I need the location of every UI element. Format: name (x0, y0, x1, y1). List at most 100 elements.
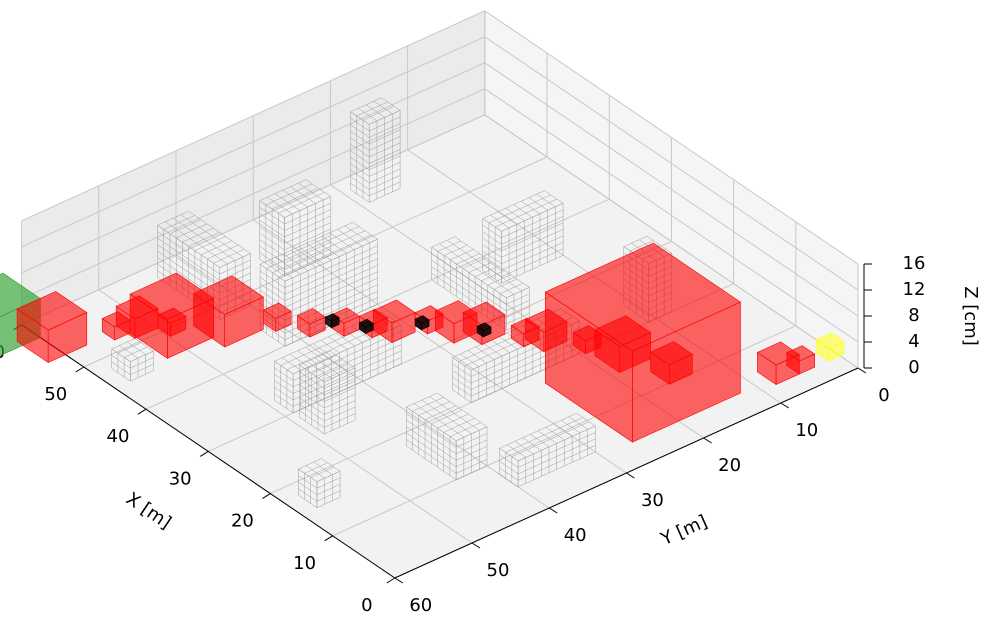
path-cube (129, 272, 215, 359)
voxel-edge (499, 461, 519, 475)
voxel-edge (284, 258, 378, 301)
visited-cube (476, 322, 492, 338)
cube-face (372, 299, 416, 324)
voxel-edge (130, 357, 154, 369)
voxel-edge (482, 270, 502, 284)
voxel-edge (299, 410, 325, 428)
voxel-edge (320, 340, 340, 354)
voxel-edge (283, 253, 309, 271)
voxel-edge (350, 118, 370, 132)
voxel-edge (475, 266, 499, 277)
voxel-edge (462, 257, 487, 269)
voxel-edge (259, 329, 286, 347)
voxel-edge (314, 357, 340, 376)
voxel-edge (316, 477, 341, 489)
voxel-edge (352, 222, 378, 240)
y-axis-label: Y [m] (657, 511, 711, 550)
voxel-edge (299, 371, 325, 389)
voxel-edge (506, 293, 530, 305)
voxel-edge (321, 458, 341, 472)
voxel-edge (439, 243, 515, 295)
voxel-edge (501, 203, 564, 232)
goal-cube (815, 332, 845, 362)
voxel-edge (316, 483, 341, 495)
voxel-edge (316, 496, 341, 508)
voxel-edge (259, 219, 285, 238)
voxel-edge (358, 108, 378, 122)
voxel-edge (456, 465, 488, 481)
voxel-edge (522, 437, 542, 451)
voxel-edge (259, 239, 285, 257)
y-tick-label: 60 (409, 595, 432, 616)
voxel-edge (157, 238, 220, 281)
voxel-edge (450, 249, 474, 261)
voxel-edge (452, 363, 472, 377)
voxel-edge (528, 197, 548, 211)
voxel-edge (369, 155, 401, 171)
voxel-edge (545, 427, 565, 441)
voxel-edge (274, 387, 294, 401)
voxel-edge (305, 179, 331, 197)
voxel-edge (305, 347, 325, 361)
voxel-edge (284, 264, 378, 308)
path-cube (462, 301, 506, 346)
voxel-edge (501, 209, 564, 239)
voxel-edge (482, 237, 502, 252)
voxel-edge (482, 224, 502, 239)
voxel-edge (274, 400, 294, 414)
path-cube (16, 291, 88, 364)
voxel-edge (111, 338, 135, 350)
voxel-edge (506, 306, 530, 318)
voxel-edge (180, 214, 244, 258)
voxel-edge (282, 357, 301, 371)
voxel-edge (482, 218, 502, 232)
voxel-edge (350, 124, 370, 138)
z-tick-label: 12 (903, 279, 926, 300)
voxel-edge (313, 239, 340, 257)
voxel-edge (456, 439, 488, 455)
voxel-edge (482, 257, 502, 271)
grid-line (484, 10, 859, 265)
y-tick (626, 472, 635, 479)
x-tick-label: 30 (169, 468, 192, 489)
cube-face (324, 313, 340, 322)
y-tick-label: 20 (718, 455, 741, 476)
voxel-edge (298, 488, 318, 502)
voxel-edge (259, 200, 285, 218)
voxel-edge (373, 101, 393, 115)
voxel-edge (172, 218, 236, 261)
voxel-edge (267, 196, 293, 215)
voxel-edge (369, 110, 401, 125)
voxel-edge (274, 367, 294, 381)
voxel-edge (259, 258, 285, 277)
voxel-edge (369, 188, 401, 203)
voxel-edge (299, 416, 325, 435)
voxel-edge (576, 413, 596, 427)
voxel-edge (646, 236, 672, 254)
y-tick (471, 542, 481, 549)
voxel-edge (284, 241, 331, 264)
voxel-edge (497, 211, 517, 225)
voxel-edge (259, 213, 285, 231)
x-tick (262, 493, 271, 500)
voxel-edge (517, 425, 596, 462)
voxel-edge (490, 339, 510, 353)
obstacle (259, 222, 378, 347)
voxel-edge (328, 336, 348, 350)
voxel-edge (324, 380, 356, 396)
obstacle (350, 97, 401, 203)
obstacle (111, 338, 154, 382)
voxel-edge (274, 374, 294, 388)
voxel-edge (499, 474, 519, 488)
y-tick-label: 0 (878, 385, 889, 406)
z-axis-label: Z [cm] (960, 286, 981, 346)
voxel-edge (517, 445, 596, 481)
voxel-edge (275, 257, 301, 275)
voxel-edge (284, 202, 331, 225)
voxel-edge (259, 206, 285, 225)
obstacle (482, 190, 564, 284)
voxel-edge (290, 186, 316, 204)
voxel-edge (298, 246, 324, 264)
voxel-edge (369, 123, 401, 138)
voxel-edge (487, 274, 511, 286)
